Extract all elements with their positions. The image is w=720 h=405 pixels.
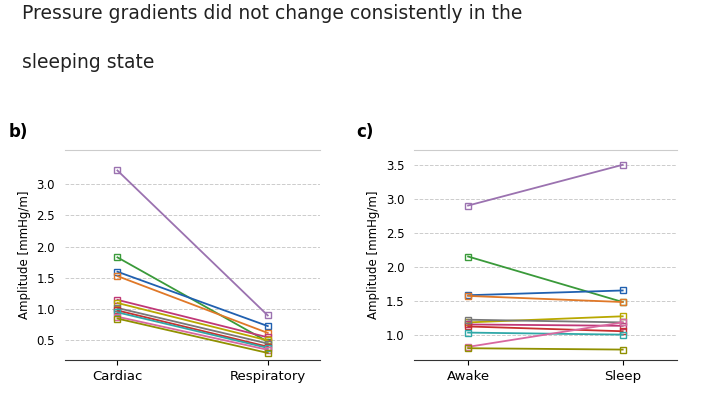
Text: c): c) xyxy=(356,124,374,141)
Y-axis label: Amplitude [mmHg/m]: Amplitude [mmHg/m] xyxy=(367,191,380,320)
Text: sleeping state: sleeping state xyxy=(22,53,154,72)
Text: Pressure gradients did not change consistently in the: Pressure gradients did not change consis… xyxy=(22,4,522,23)
Y-axis label: Amplitude [mmHg/m]: Amplitude [mmHg/m] xyxy=(18,191,31,320)
Text: b): b) xyxy=(9,124,28,141)
